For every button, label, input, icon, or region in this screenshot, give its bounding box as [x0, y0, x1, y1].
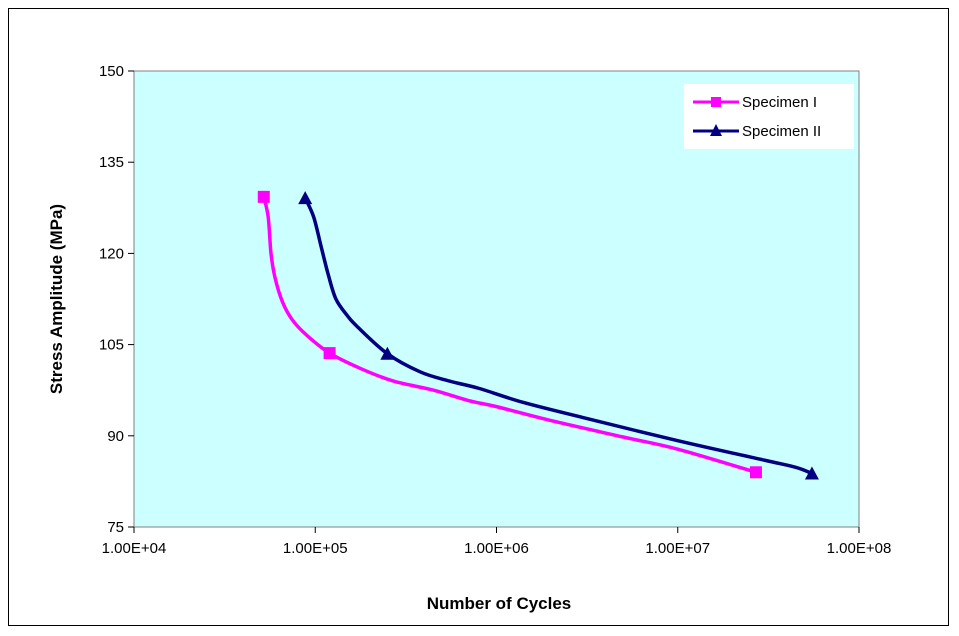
x-tick-label: 1.00E+06 — [464, 540, 529, 557]
y-tick-label: 75 — [107, 519, 124, 536]
series-2-point — [804, 466, 819, 480]
x-axis: 1.00E+04 1.00E+05 1.00E+06 1.00E+07 1.00E+08 — [102, 527, 892, 557]
legend-marker-square — [711, 97, 721, 107]
series-2-point — [380, 346, 395, 360]
x-tick-label: 1.00E+05 — [283, 540, 348, 557]
series-2-point — [298, 191, 313, 205]
legend: Specimen I Specimen II — [684, 84, 854, 149]
y-axis: 75 90 105 120 135 150 — [99, 63, 134, 536]
y-tick-label: 135 — [99, 154, 124, 171]
chart-frame: 1.00E+04 1.00E+05 1.00E+06 1.00E+07 1.00E+08… — [8, 8, 949, 626]
y-tick-label: 90 — [107, 428, 124, 445]
legend-marker-triangle — [710, 124, 722, 136]
legend-box — [684, 84, 854, 149]
legend-label-specimen-1: Specimen I — [742, 94, 817, 111]
x-tick-label: 1.00E+07 — [645, 540, 710, 557]
x-tick-label: 1.00E+04 — [102, 540, 167, 557]
series-1-point — [323, 347, 336, 360]
series-line-2 — [303, 197, 813, 476]
series-1-point — [749, 466, 762, 479]
x-axis-title: Number of Cycles — [427, 594, 572, 613]
y-axis-title: Stress Amplitude (MPa) — [47, 204, 66, 394]
series-line-1 — [262, 196, 757, 474]
stress-life-chart: 1.00E+04 1.00E+05 1.00E+06 1.00E+07 1.00E+08… — [47, 63, 892, 613]
series-layer — [257, 190, 819, 480]
y-tick-label: 150 — [99, 63, 124, 80]
legend-label-specimen-2: Specimen II — [742, 123, 821, 140]
y-tick-label: 105 — [99, 337, 124, 354]
x-tick-label: 1.00E+08 — [827, 540, 892, 557]
series-1-point — [257, 190, 270, 203]
y-tick-label: 120 — [99, 245, 124, 262]
